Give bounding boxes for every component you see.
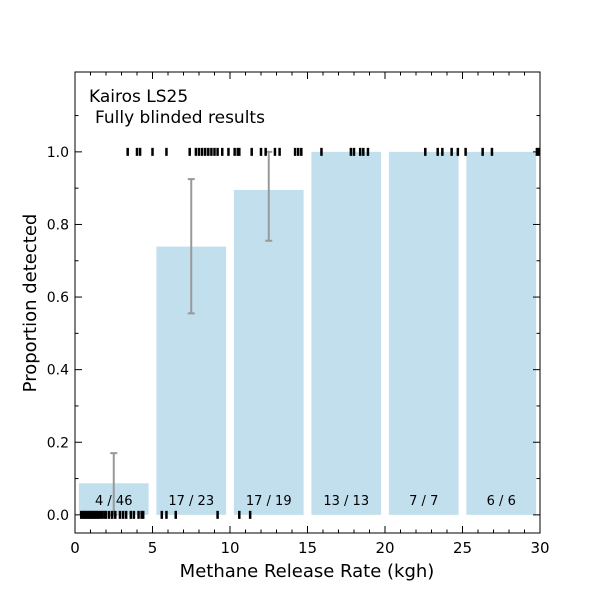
bars-layer — [78, 151, 537, 515]
chart-subtitle: Fully blinded results — [95, 108, 265, 128]
ticks-layer: 0 5 10 15 20 25 30 0.0 0.2 0.4 0.6 0.8 1.0 — [47, 72, 550, 557]
bar-4 — [388, 151, 459, 515]
x-tick-label-1: 5 — [148, 539, 158, 557]
y-tick-label-2: 0.4 — [47, 363, 69, 379]
x-tick-label-5: 25 — [453, 539, 472, 557]
bar-label-2: 17 / 19 — [246, 494, 292, 509]
bar-label-3: 13 / 13 — [323, 494, 369, 509]
x-axis-label: Methane Release Rate (kgh) — [180, 561, 435, 582]
bar-3 — [311, 151, 382, 515]
x-tick-label-3: 15 — [298, 539, 317, 557]
bar-5 — [466, 151, 537, 515]
bar-label-1: 17 / 23 — [168, 494, 214, 509]
x-tick-label-0: 0 — [70, 539, 80, 557]
x-tick-label-6: 30 — [530, 539, 549, 557]
y-tick-label-1: 0.2 — [47, 435, 69, 451]
x-tick-label-2: 10 — [220, 539, 239, 557]
bar-2 — [233, 189, 304, 515]
errorbar-1 — [187, 178, 195, 315]
y-axis-label: Proportion detected — [20, 214, 41, 393]
bar-labels-layer: 4 / 46 17 / 23 17 / 19 13 / 13 7 / 7 6 / 6 — [95, 494, 516, 509]
rug-layer — [79, 147, 540, 519]
x-tick-label-4: 20 — [375, 539, 394, 557]
bar-label-0: 4 / 46 — [95, 494, 132, 509]
y-tick-label-4: 0.8 — [47, 217, 69, 233]
bar-label-5: 6 / 6 — [487, 494, 516, 509]
bar-label-4: 7 / 7 — [409, 494, 438, 509]
y-tick-label-3: 0.6 — [47, 290, 69, 306]
y-tick-label-0: 0.0 — [47, 508, 69, 524]
y-tick-label-5: 1.0 — [47, 145, 69, 161]
chart-title: Kairos LS25 — [89, 87, 188, 107]
